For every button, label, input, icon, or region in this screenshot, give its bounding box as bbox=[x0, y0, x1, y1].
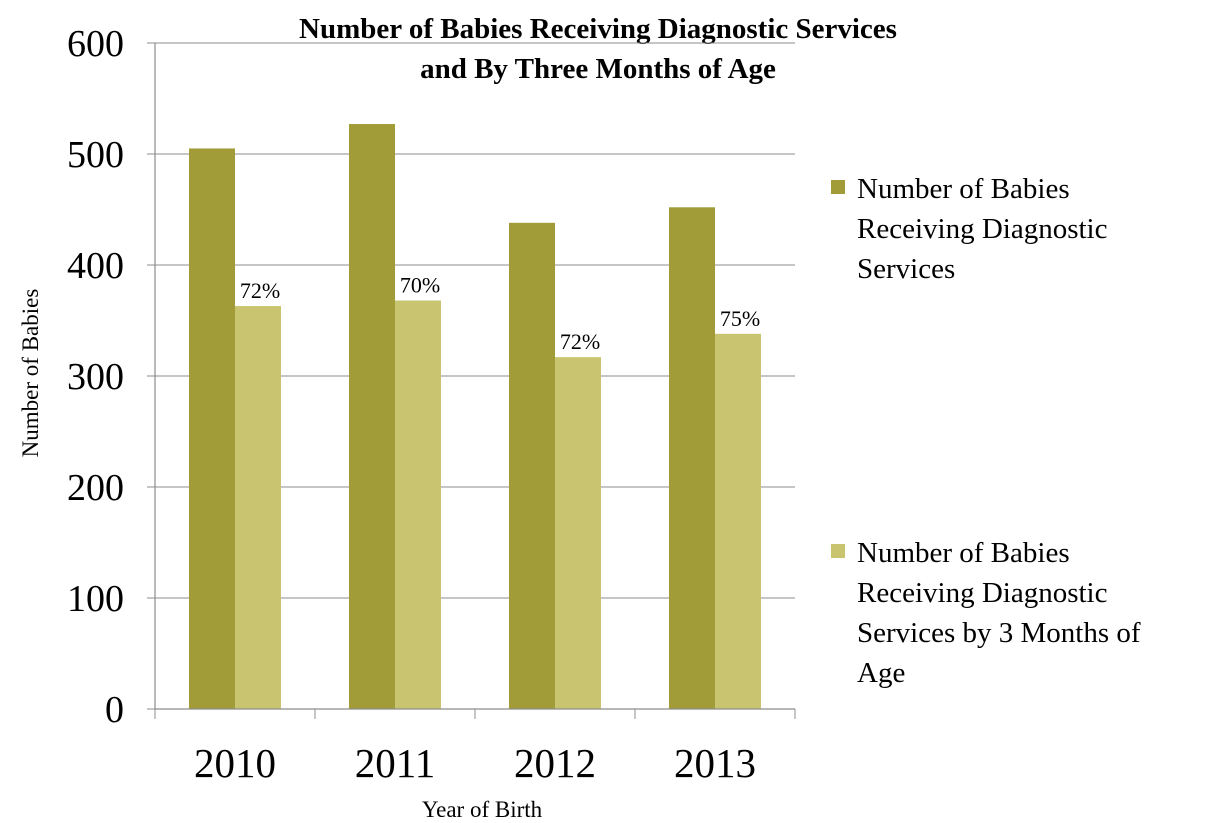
legend-label-series-1: Receiving Diagnostic bbox=[857, 213, 1107, 245]
bar-series-2-2010 bbox=[235, 306, 281, 709]
bar-series-2-2011 bbox=[395, 300, 441, 709]
y-tick-label: 600 bbox=[67, 23, 124, 65]
x-tick-label-2012: 2012 bbox=[514, 740, 596, 786]
legend-label-series-1: Number of Babies bbox=[857, 173, 1070, 205]
y-tick-label: 100 bbox=[67, 578, 124, 620]
data-labels: 72% 70% 72% 75% bbox=[240, 273, 760, 355]
data-label-2013: 75% bbox=[720, 306, 760, 331]
legend-swatch-series-2 bbox=[831, 544, 845, 558]
data-label-2012: 72% bbox=[560, 329, 600, 354]
bar-series-1-2012 bbox=[509, 222, 555, 709]
bar-series-1-2011 bbox=[349, 124, 395, 709]
legend-swatch-series-1 bbox=[831, 180, 845, 194]
y-axis-tick-labels: 0 100 200 300 400 500 600 bbox=[67, 23, 124, 731]
y-tick-label: 300 bbox=[67, 356, 124, 398]
x-tick-label-2010: 2010 bbox=[194, 740, 276, 786]
x-tick-label-2013: 2013 bbox=[674, 740, 756, 786]
x-axis-tick-labels: 2010 2011 2012 2013 bbox=[194, 740, 756, 786]
y-tick-label: 0 bbox=[105, 689, 124, 731]
bars bbox=[189, 124, 761, 709]
y-tick-label: 400 bbox=[67, 245, 124, 287]
data-label-2011: 70% bbox=[400, 273, 440, 298]
legend-label-series-1: Services bbox=[857, 253, 955, 285]
y-tick-label: 200 bbox=[67, 467, 124, 509]
y-axis-title: Number of Babies bbox=[18, 289, 43, 458]
x-axis-title: Year of Birth bbox=[422, 797, 543, 822]
y-tick-label: 500 bbox=[67, 134, 124, 176]
legend: Number of Babies Receiving Diagnostic Serv… bbox=[831, 173, 1141, 689]
legend-label-series-2: Number of Babies bbox=[857, 537, 1070, 569]
legend-label-series-2: Services by 3 Months of bbox=[857, 617, 1141, 649]
bar-series-1-2010 bbox=[189, 148, 235, 709]
chart-title-line-2: and By Three Months of Age bbox=[420, 53, 776, 85]
axes bbox=[147, 42, 796, 719]
legend-label-series-2: Receiving Diagnostic bbox=[857, 577, 1107, 609]
x-tick-label-2011: 2011 bbox=[355, 740, 435, 786]
chart-title-line-1: Number of Babies Receiving Diagnostic Se… bbox=[299, 13, 897, 45]
data-label-2010: 72% bbox=[240, 278, 280, 303]
bar-series-1-2013 bbox=[669, 207, 715, 709]
bar-series-2-2013 bbox=[715, 333, 761, 709]
bar-series-2-2012 bbox=[555, 357, 601, 709]
legend-label-series-2: Age bbox=[857, 657, 905, 689]
